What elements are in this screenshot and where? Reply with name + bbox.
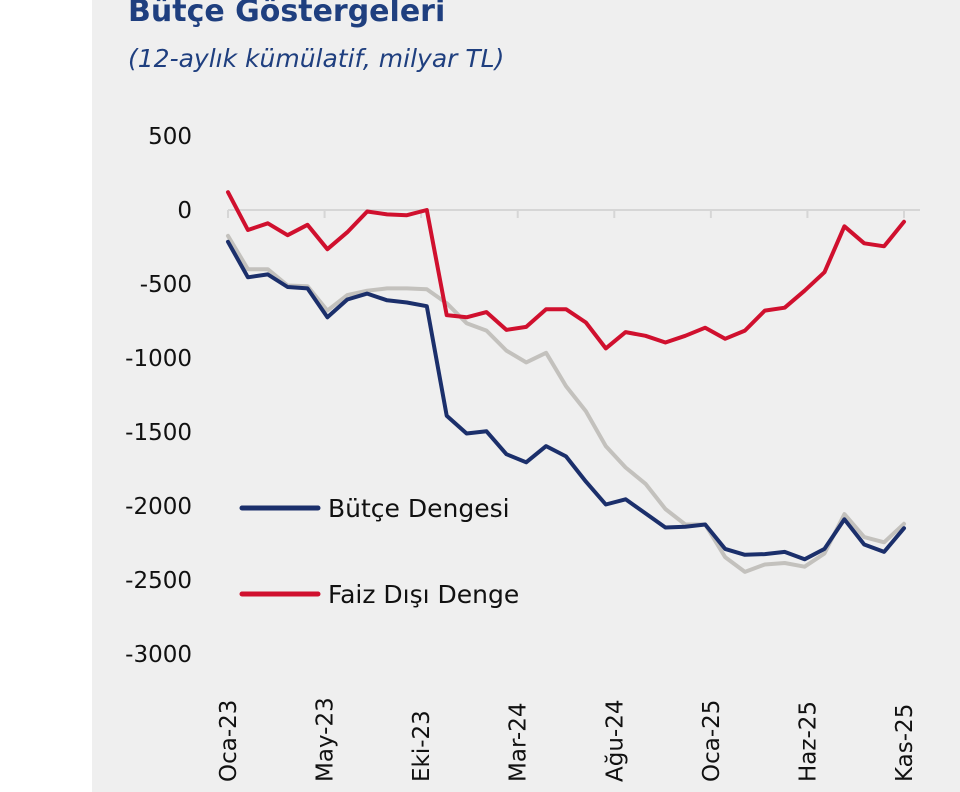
x-tick-label: Kas-25 bbox=[892, 704, 918, 782]
series-line-unlabeled bbox=[226, 233, 906, 574]
x-tick-label: May-23 bbox=[313, 697, 339, 782]
y-tick-label: -1000 bbox=[125, 346, 192, 372]
y-tick-label: -3000 bbox=[125, 642, 192, 668]
x-tick-label: Eki-23 bbox=[409, 710, 435, 782]
y-tick-label: -2500 bbox=[125, 568, 192, 594]
y-tick-label: -1500 bbox=[125, 420, 192, 446]
y-tick-label: 0 bbox=[177, 198, 192, 224]
series-line-faiz-dışı-denge bbox=[226, 190, 906, 351]
y-tick-label: -500 bbox=[140, 272, 192, 298]
x-tick-label: Mar-24 bbox=[506, 703, 532, 783]
x-tick-label: Ağu-24 bbox=[602, 700, 628, 782]
chart-panel bbox=[92, 0, 960, 792]
x-tick-label: Oca-23 bbox=[216, 700, 242, 782]
legend-label: Bütçe Dengesi bbox=[328, 494, 510, 523]
x-tick-label: Haz-25 bbox=[795, 701, 821, 782]
x-tick-label: Oca-25 bbox=[699, 700, 725, 782]
legend-label: Faiz Dışı Denge bbox=[328, 580, 519, 609]
y-tick-label: -2000 bbox=[125, 494, 192, 520]
y-tick-label: 500 bbox=[148, 124, 192, 150]
series-line-bütçe-dengesi bbox=[226, 239, 906, 562]
chart-subtitle: (12-aylık kümülatif, milyar TL) bbox=[128, 44, 505, 73]
chart-title: Bütçe Göstergeleri bbox=[128, 0, 446, 29]
